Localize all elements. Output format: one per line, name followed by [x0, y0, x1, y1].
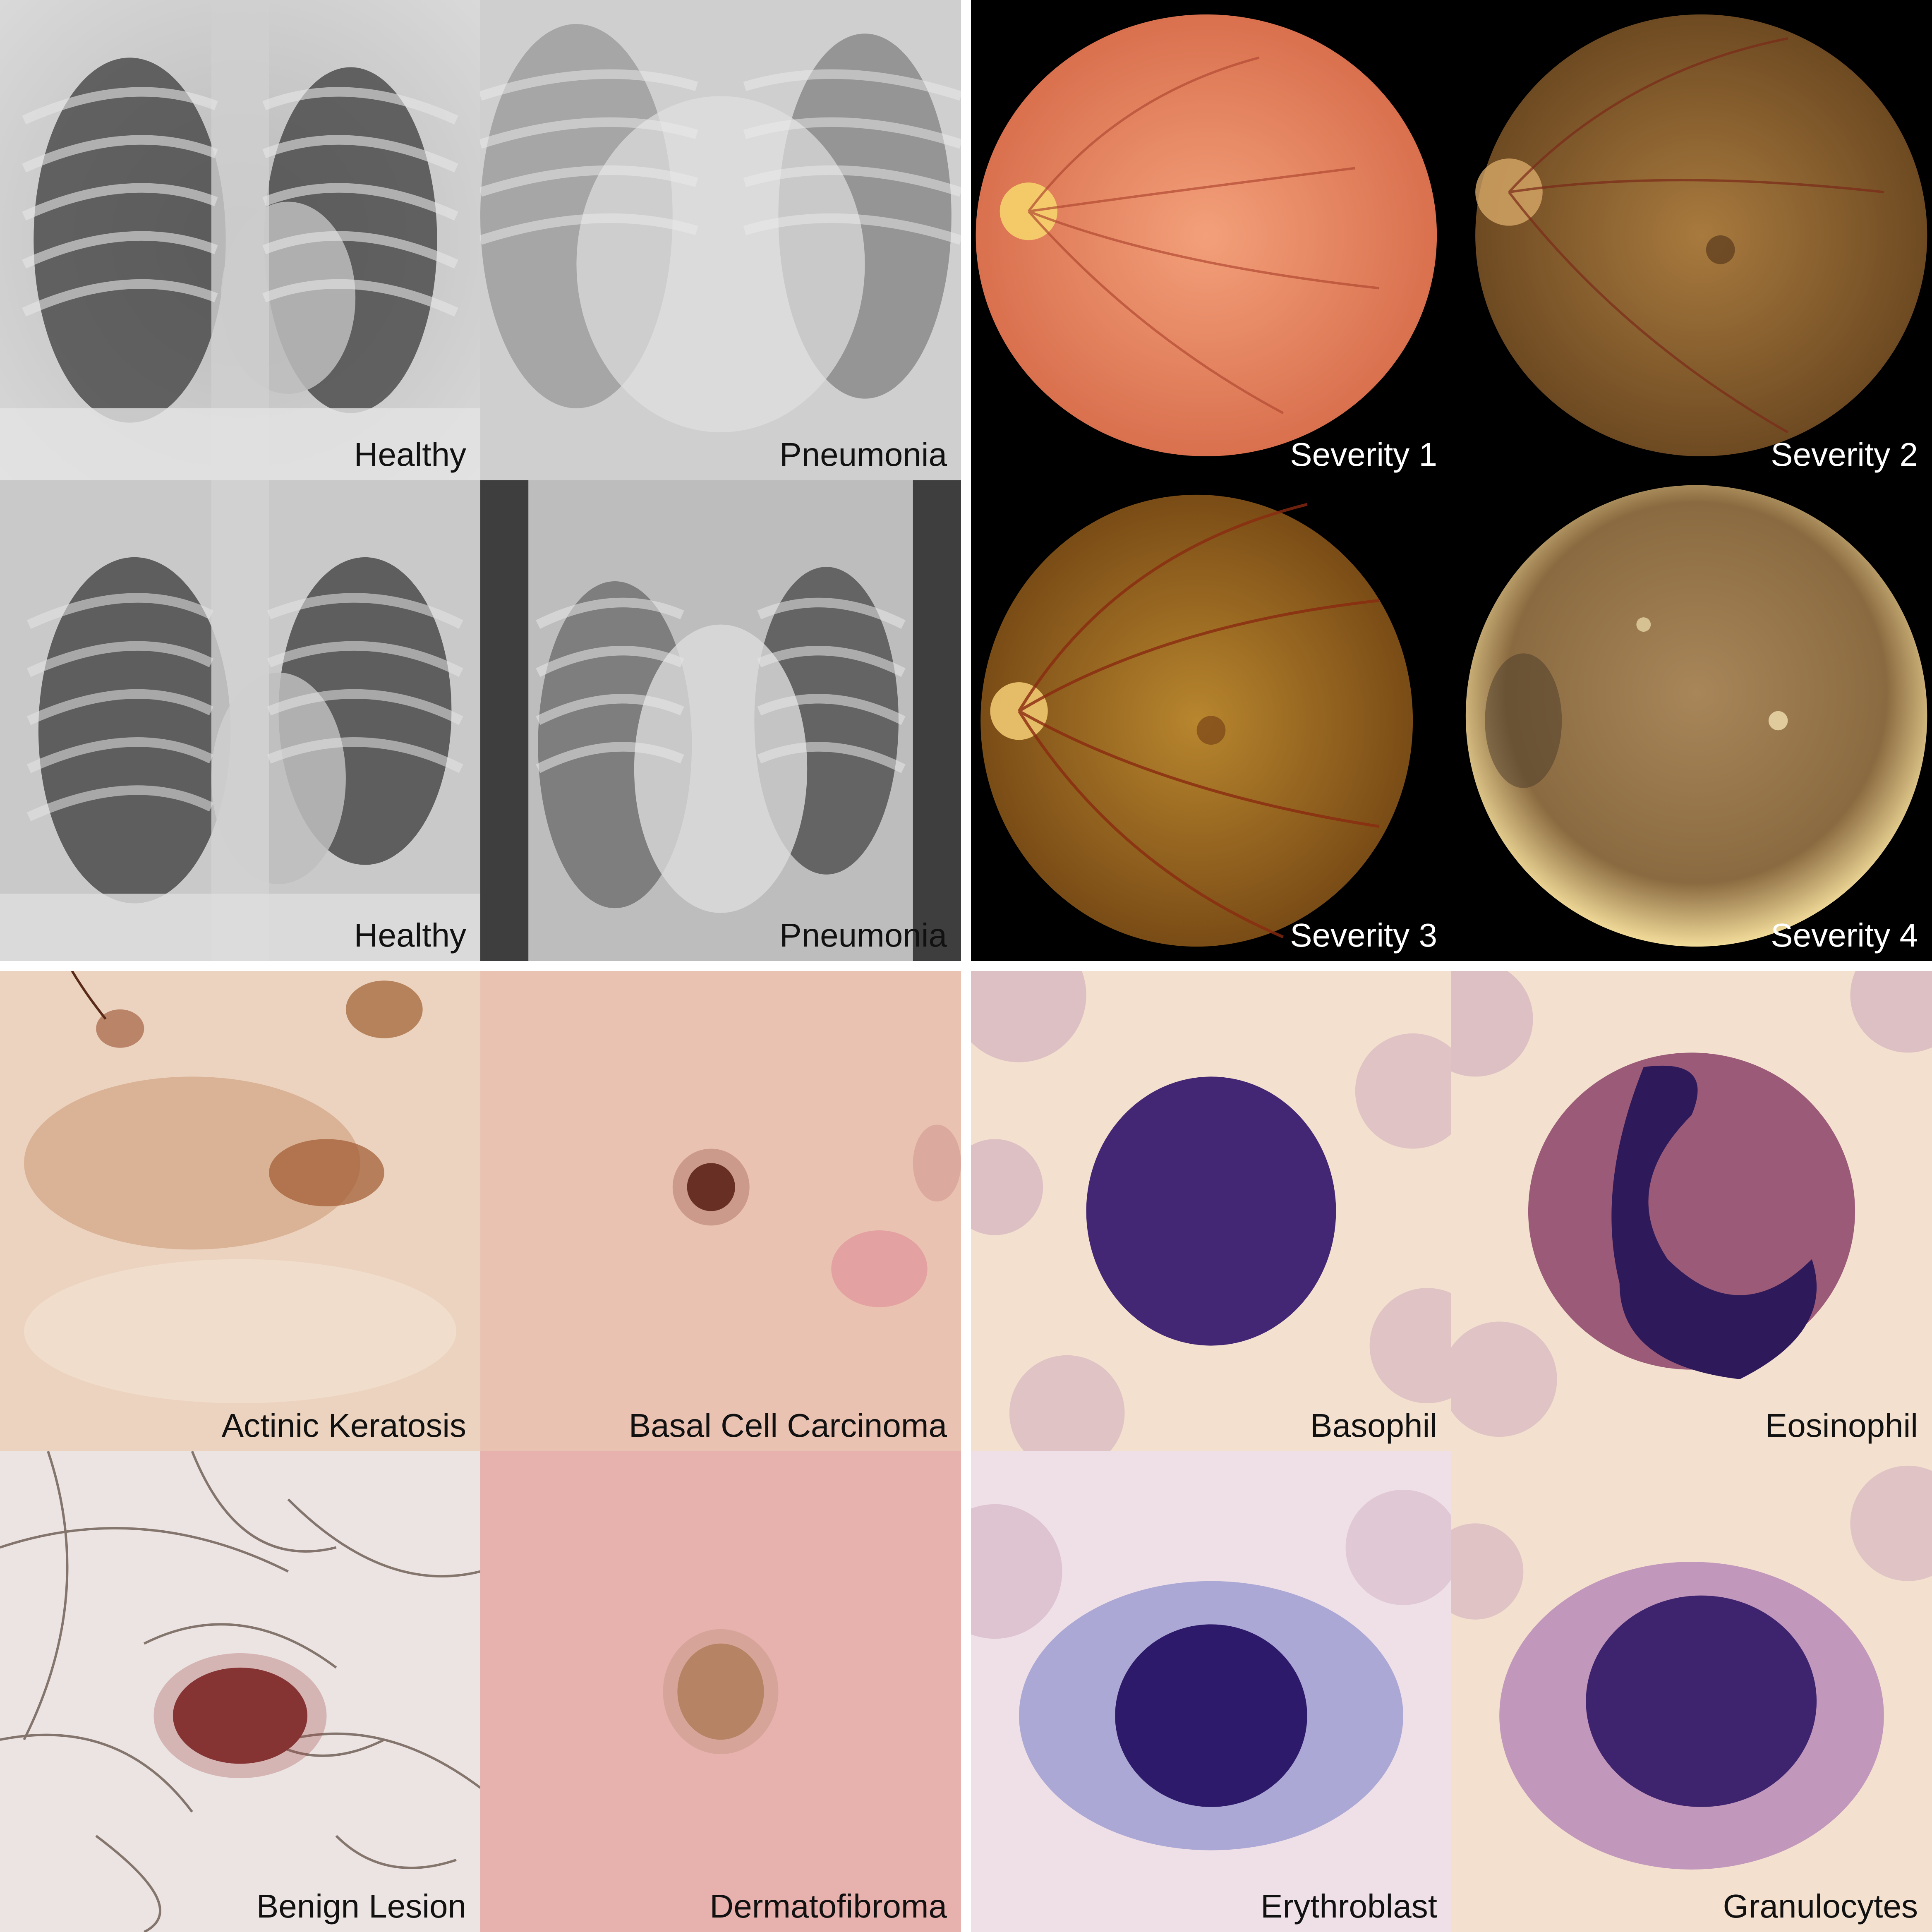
blood-label: Basophil: [1310, 1407, 1437, 1444]
blood-cell-image: [1451, 1451, 1932, 1932]
blood-cell-image: [1451, 971, 1932, 1451]
xray-label: Healthy: [354, 917, 466, 954]
skin-lesion-image: [0, 1451, 480, 1932]
retina-fundus-image: [971, 480, 1451, 961]
fundus-label: Severity 4: [1771, 917, 1918, 954]
blood-label: Granulocytes: [1723, 1888, 1918, 1925]
blood-granulocytes: Granulocytes: [1451, 1451, 1932, 1932]
retina-fundus-image: [1451, 480, 1932, 961]
skin-lesion-image: [0, 971, 480, 1451]
xray-pneumonia-1: Pneumonia: [480, 0, 961, 480]
derma-benign-lesion: Benign Lesion: [0, 1451, 480, 1932]
fundus-label: Severity 2: [1771, 436, 1918, 473]
xray-label: Pneumonia: [779, 917, 947, 954]
xray-label: Healthy: [354, 436, 466, 473]
chest-xray-image: [480, 480, 961, 961]
derma-label: Basal Cell Carcinoma: [628, 1407, 947, 1444]
fundus-severity-4: Severity 4: [1451, 480, 1932, 961]
derma-label: Dermatofibroma: [710, 1888, 947, 1925]
xray-healthy-1: Healthy: [0, 0, 480, 480]
derma-dermatofibroma: Dermatofibroma: [480, 1451, 961, 1932]
blood-cell-image: [971, 971, 1451, 1451]
fundus-label: Severity 3: [1290, 917, 1437, 954]
chest-xray-image: [0, 480, 480, 961]
xray-healthy-2: Healthy: [0, 480, 480, 961]
derma-label: Benign Lesion: [256, 1888, 466, 1925]
xray-pneumonia-2: Pneumonia: [480, 480, 961, 961]
fundus-panel: Severity 1 Severity 2: [971, 0, 1932, 961]
xray-label: Pneumonia: [779, 436, 947, 473]
blood-label: Erythroblast: [1261, 1888, 1437, 1925]
blood-erythroblast: Erythroblast: [971, 1451, 1451, 1932]
dermatoscopy-panel: Actinic Keratosis Basal Cell Carcinoma B…: [0, 971, 961, 1932]
retina-fundus-image: [1451, 0, 1932, 480]
derma-actinic-keratosis: Actinic Keratosis: [0, 971, 480, 1451]
blood-basophil: Basophil: [971, 971, 1451, 1451]
derma-basal-cell-carcinoma: Basal Cell Carcinoma: [480, 971, 961, 1451]
blood-label: Eosinophil: [1765, 1407, 1918, 1444]
retina-fundus-image: [971, 0, 1451, 480]
derma-label: Actinic Keratosis: [221, 1407, 466, 1444]
fundus-severity-2: Severity 2: [1451, 0, 1932, 480]
fundus-label: Severity 1: [1290, 436, 1437, 473]
fundus-severity-1: Severity 1: [971, 0, 1451, 480]
blood-eosinophil: Eosinophil: [1451, 971, 1932, 1451]
blood-cell-image: [971, 1451, 1451, 1932]
skin-lesion-image: [480, 971, 961, 1451]
skin-lesion-image: [480, 1451, 961, 1932]
chest-xray-image: [0, 0, 480, 480]
chest-xray-image: [480, 0, 961, 480]
blood-cell-panel: Basophil Eosinophil Erythroblast: [971, 971, 1932, 1932]
fundus-severity-3: Severity 3: [971, 480, 1451, 961]
xray-panel: Healthy Pneumonia: [0, 0, 961, 961]
